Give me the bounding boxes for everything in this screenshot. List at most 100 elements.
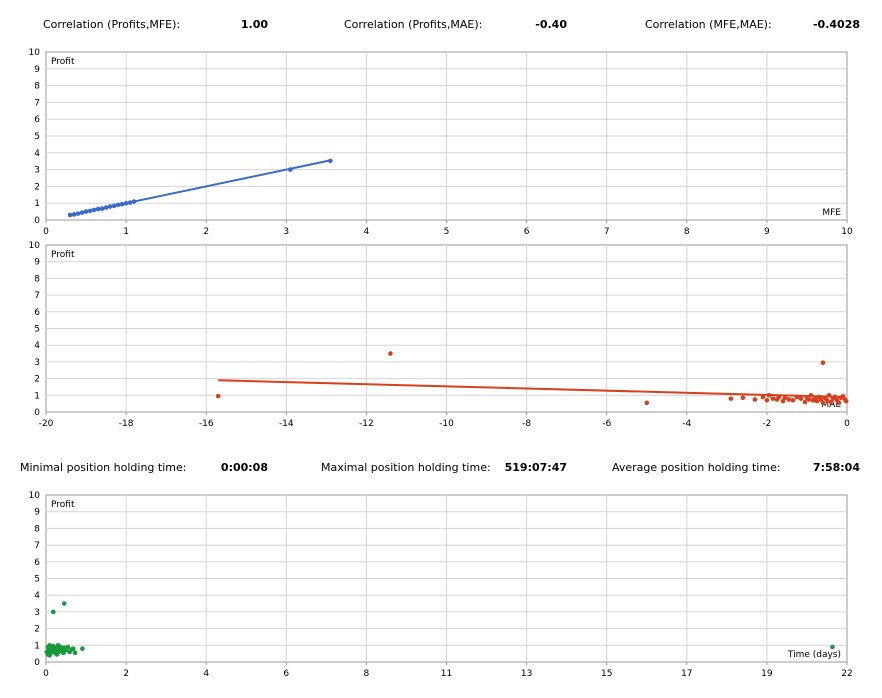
y-tick-label: 3 — [34, 166, 40, 176]
x-tick-label: 11 — [441, 669, 452, 679]
y-tick-label: 1 — [34, 199, 40, 209]
corr-profit-mfe-label: Correlation (Profits,MFE): — [43, 18, 181, 31]
data-point — [91, 207, 97, 213]
x-tick-label: 17 — [681, 669, 692, 679]
y-tick-label: 5 — [34, 325, 40, 335]
data-point — [54, 652, 60, 657]
corr-mfe-mae-label: Correlation (MFE,MAE): — [645, 18, 772, 31]
data-point — [388, 351, 393, 356]
data-point — [780, 398, 786, 404]
data-point — [111, 203, 117, 209]
x-tick-label: -12 — [359, 419, 374, 429]
y-tick-label: 4 — [34, 591, 40, 601]
data-point — [79, 210, 85, 215]
data-point — [782, 395, 788, 401]
data-point — [820, 400, 826, 406]
data-point — [288, 167, 293, 172]
trendline — [218, 379, 844, 398]
data-point — [766, 393, 772, 398]
data-point — [67, 212, 73, 218]
x-tick-label: 4 — [364, 227, 370, 237]
data-point — [75, 211, 81, 216]
max-hold-time-value: 519:07:47 — [504, 461, 567, 474]
y-tick-label: 10 — [29, 491, 41, 501]
x-tick-label: 4 — [203, 669, 209, 679]
y-tick-label: 10 — [29, 48, 41, 58]
data-point — [828, 399, 834, 405]
data-point — [820, 360, 826, 366]
corr-profit-mae-label: Correlation (Profits,MAE): — [344, 18, 483, 31]
data-point — [786, 397, 792, 402]
data-point — [71, 646, 76, 651]
data-point — [115, 202, 121, 208]
data-point — [802, 399, 808, 405]
y-tick-label: 10 — [29, 241, 41, 251]
y-tick-label: 8 — [34, 274, 40, 284]
data-point — [644, 400, 650, 406]
data-point — [103, 205, 109, 210]
x-axis-label: MAE — [821, 400, 841, 410]
corr-profit-mae-value: -0.40 — [535, 18, 567, 31]
avg-hold-time-value: 7:58:04 — [812, 461, 860, 474]
x-tick-label: 5 — [444, 227, 450, 237]
data-point — [83, 209, 89, 214]
data-point — [99, 206, 105, 211]
y-axis-label: Profit — [51, 57, 75, 67]
data-point — [840, 393, 846, 399]
data-point — [832, 394, 838, 400]
y-tick-label: 9 — [34, 508, 40, 518]
x-tick-label: -16 — [199, 419, 214, 429]
y-tick-label: 5 — [34, 575, 40, 585]
x-tick-label: 2 — [123, 669, 129, 679]
data-point — [131, 199, 137, 204]
profit-time-chart: 0 1 2 3 4 5 6 7 8 9 10 0 2 4 6 8 11 13 15 17 19 22 Profit Time … — [29, 491, 853, 679]
x-tick-label: -2 — [762, 419, 771, 429]
x-tick-label: 22 — [841, 669, 852, 679]
y-tick-label: 9 — [34, 258, 40, 268]
data-point — [808, 393, 814, 398]
data-point — [818, 397, 824, 402]
data-point — [770, 396, 776, 401]
data-point — [740, 395, 746, 401]
x-tick-label: -20 — [39, 419, 54, 429]
x-tick-label: 1 — [123, 227, 129, 237]
x-tick-label: 13 — [521, 669, 532, 679]
data-point — [107, 204, 113, 209]
x-tick-label: -4 — [682, 419, 691, 429]
data-point — [798, 396, 804, 401]
x-axis-label: MFE — [822, 208, 841, 218]
x-tick-label: -8 — [522, 419, 531, 429]
min-hold-time-label: Minimal position holding time: — [20, 461, 187, 474]
data-point — [790, 398, 796, 403]
x-tick-label: 19 — [761, 669, 773, 679]
data-point — [776, 394, 782, 400]
data-point — [814, 398, 820, 404]
data-point — [80, 646, 85, 651]
y-tick-label: 0 — [34, 658, 40, 668]
min-hold-time-value: 0:00:08 — [220, 461, 268, 474]
data-point — [215, 393, 221, 399]
data-point — [87, 208, 93, 214]
y-axis-label: Profit — [51, 250, 75, 260]
data-point — [61, 601, 67, 606]
data-point — [72, 650, 78, 656]
y-tick-label: 2 — [34, 625, 40, 635]
data-point — [127, 200, 133, 205]
y-tick-label: 2 — [34, 375, 40, 385]
data-point — [794, 394, 800, 400]
y-tick-label: 3 — [34, 358, 40, 368]
y-tick-label: 6 — [34, 115, 40, 125]
x-tick-label: 6 — [283, 669, 289, 679]
corr-mfe-mae-value: -0.4028 — [812, 18, 860, 31]
y-tick-label: 7 — [34, 98, 40, 108]
x-tick-label: 15 — [601, 669, 612, 679]
data-point — [50, 609, 56, 615]
x-tick-label: 0 — [43, 227, 49, 237]
data-point — [826, 393, 832, 398]
data-point — [764, 398, 770, 403]
data-point — [806, 397, 812, 402]
y-tick-label: 5 — [34, 132, 40, 142]
x-tick-label: 7 — [604, 227, 610, 237]
x-tick-label: 0 — [844, 419, 850, 429]
